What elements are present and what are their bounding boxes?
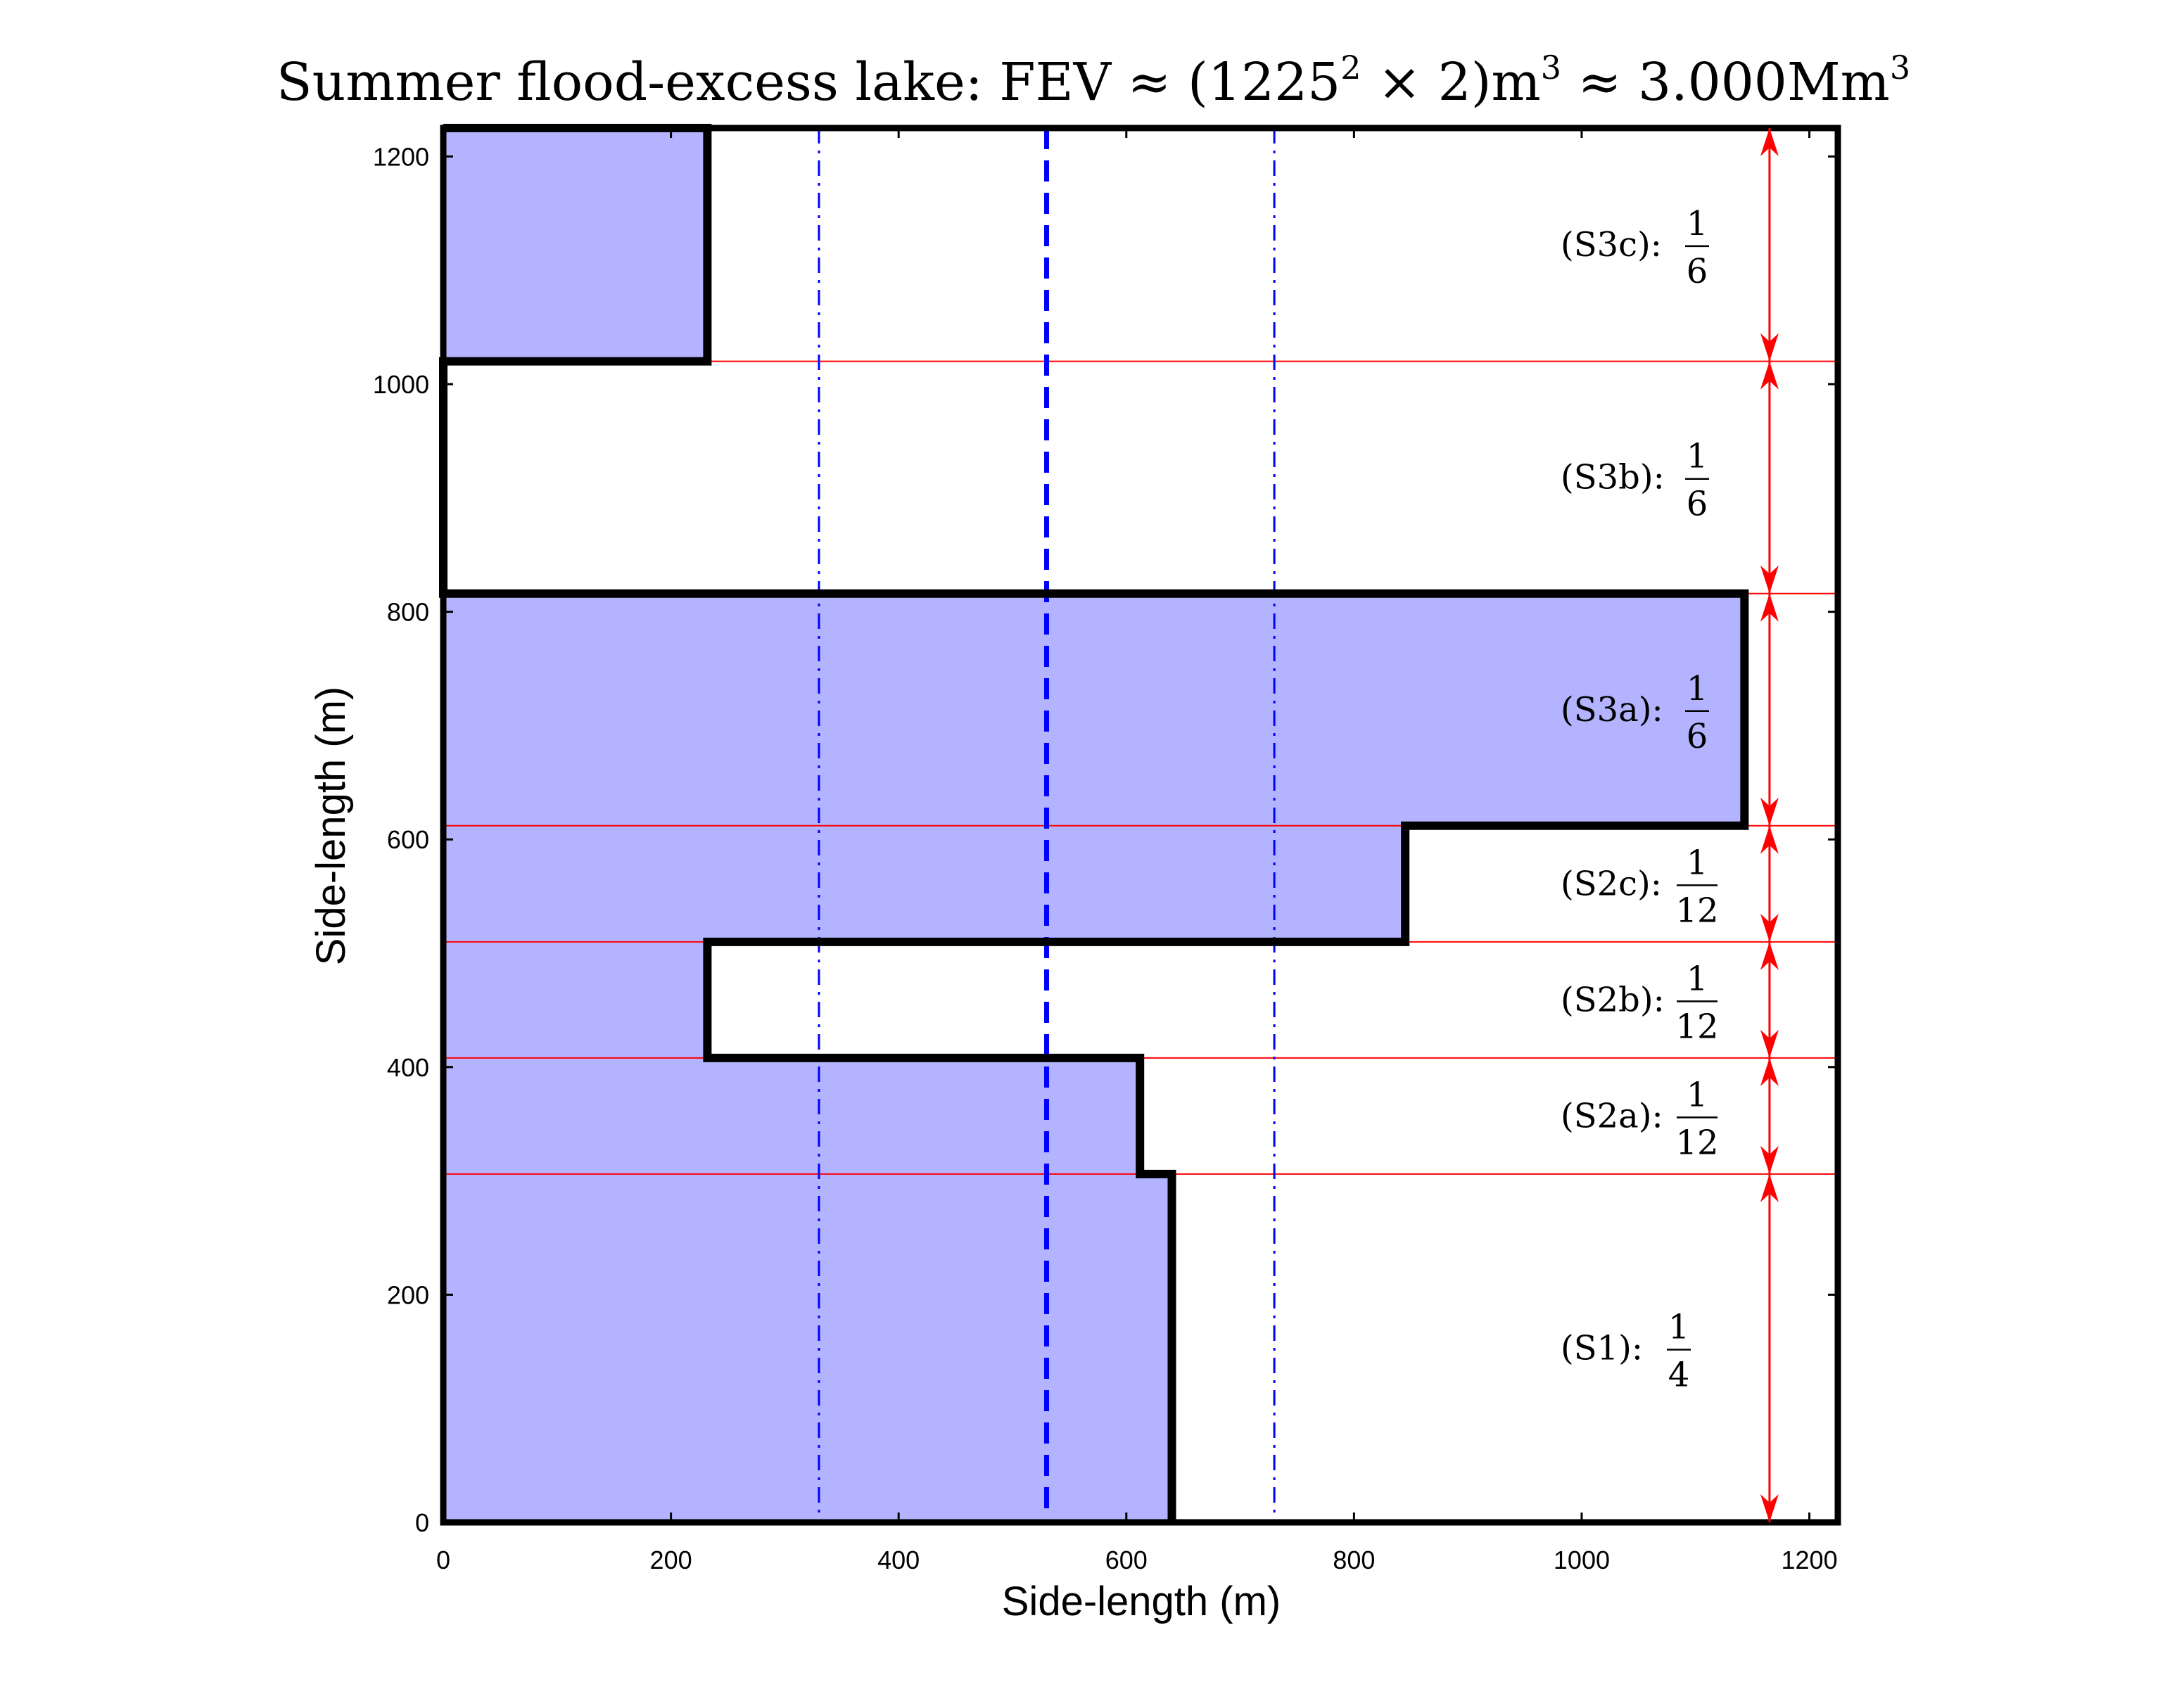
segment-arrow-head-up	[1760, 593, 1779, 622]
x-tick-label: 800	[1333, 1546, 1375, 1574]
x-tick-label: 400	[877, 1546, 920, 1574]
x-tick-label: 1000	[1554, 1546, 1610, 1574]
segment-fraction-numerator: 1	[1687, 1075, 1708, 1114]
segment-arrow-head-down	[1760, 913, 1779, 942]
title-mid2: ≈ 3.000Mm	[1561, 52, 1890, 113]
x-tick-label: 0	[436, 1546, 450, 1574]
segment-label: (S2a):	[1561, 1096, 1663, 1135]
lake-outline	[439, 124, 1749, 1522]
segment-arrow-head-down	[1760, 1494, 1779, 1522]
axes-layer: 0 200 400 600 800 1000 1200 0 200 400 600 800 1000 12…	[373, 125, 1841, 1574]
segment-label: (S2c):	[1561, 864, 1662, 903]
segment-arrow-head-down	[1760, 797, 1779, 826]
title-sup2: 3	[1541, 49, 1561, 87]
segment-arrow-head-up	[1760, 1173, 1779, 1202]
x-axis-label: Side-length (m)	[1002, 1579, 1281, 1624]
segment-label: (S3b):	[1561, 458, 1665, 497]
x-tick-label: 1200	[1782, 1546, 1838, 1574]
segment-arrow-head-down	[1760, 565, 1779, 594]
segment-label: (S3c):	[1561, 225, 1662, 265]
title-prefix: Summer flood-excess lake: FEV ≈ (1225	[277, 52, 1340, 113]
segment-fraction-numerator: 1	[1687, 959, 1708, 998]
segment-arrow-head-up	[1760, 941, 1779, 970]
y-tick-label: 0	[415, 1508, 429, 1537]
x-tick-label: 200	[650, 1546, 692, 1574]
segment-fraction-denominator: 12	[1675, 1007, 1718, 1046]
segment-label: (S3a):	[1561, 690, 1663, 730]
outline-layer	[439, 124, 1749, 1522]
segment-arrow-head-up	[1760, 361, 1779, 390]
title-sup1: 2	[1340, 49, 1361, 87]
y-axis-label: Side-length (m)	[308, 687, 354, 965]
segment-arrow-head-up	[1760, 128, 1779, 156]
x-tick-label: 600	[1105, 1546, 1148, 1574]
y-tick-label: 600	[387, 825, 429, 854]
arrow-layer	[1760, 128, 1779, 1522]
segment-fraction-numerator: 1	[1668, 1307, 1690, 1346]
segment-fraction-numerator: 1	[1687, 437, 1708, 476]
y-tick-label: 1200	[373, 142, 429, 171]
segment-fraction-numerator: 1	[1687, 843, 1708, 882]
segment-fraction-denominator: 6	[1687, 252, 1708, 291]
segment-label: (S1):	[1561, 1328, 1643, 1368]
segment-arrow-head-up	[1760, 825, 1779, 854]
segment-fraction-denominator: 6	[1687, 717, 1708, 756]
segment-label: (S2b):	[1561, 980, 1665, 1019]
segment-arrow-head-up	[1760, 1057, 1779, 1086]
segment-fraction-denominator: 6	[1687, 485, 1708, 524]
plot-frame	[440, 125, 1841, 1526]
reference-line-layer	[818, 128, 1276, 1522]
y-tick-label: 800	[387, 598, 429, 627]
segment-arrow-head-down	[1760, 333, 1779, 362]
segment-fraction-denominator: 12	[1675, 891, 1718, 930]
segment-fraction-denominator: 4	[1668, 1355, 1690, 1394]
title-sup3: 3	[1890, 49, 1910, 87]
title-mid: × 2)m	[1361, 52, 1541, 113]
segment-arrow-head-down	[1760, 1145, 1779, 1174]
y-tick-label: 200	[387, 1280, 429, 1309]
chart-title: Summer flood-excess lake: FEV ≈ (12252 ×…	[277, 49, 1910, 113]
y-tick-label: 1000	[373, 370, 429, 399]
segment-label-layer: (S1): 1 4 (S2a): 1 12 (S2b): 1 12 (S2c): 1 12 (S3a):…	[1561, 204, 1719, 1395]
segment-fraction-numerator: 1	[1687, 204, 1708, 243]
segment-fraction-denominator: 12	[1675, 1123, 1718, 1162]
segment-arrow-head-down	[1760, 1029, 1779, 1058]
y-tick-label: 400	[387, 1053, 429, 1082]
lake-fill-region-1	[443, 128, 708, 362]
segment-fraction-numerator: 1	[1687, 669, 1708, 708]
